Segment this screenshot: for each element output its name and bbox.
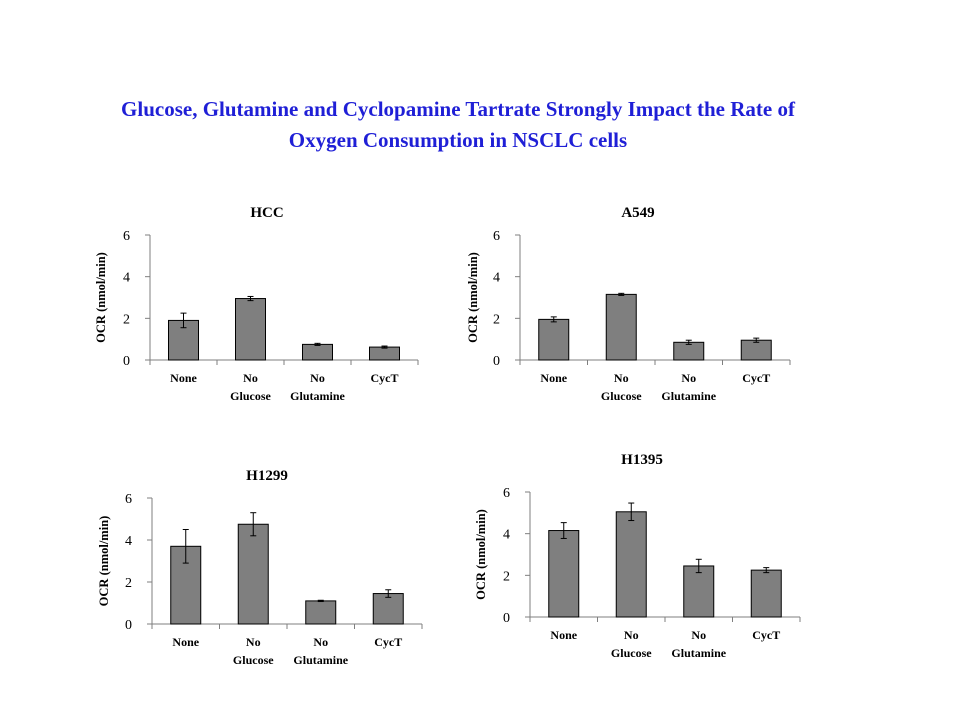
chart-title: H1299 <box>246 468 288 484</box>
x-tick-label: Glutamine <box>661 389 716 403</box>
error-bar <box>618 292 625 296</box>
y-tick-label: 0 <box>503 611 510 626</box>
chart-h1299: H1299 OCR (nmol/min) 0 2 4 6 None No Glucose No Gl… <box>97 468 423 667</box>
x-tick-label: Glutamine <box>290 389 345 403</box>
y-tick-label: 0 <box>493 354 500 369</box>
error-bar <box>695 558 702 574</box>
error-bar <box>317 599 324 603</box>
x-tick-label: CycT <box>742 371 770 385</box>
y-tick-label: 0 <box>123 354 130 369</box>
chart-title: H1395 <box>621 452 663 468</box>
x-tick-label: No <box>614 371 629 385</box>
x-tick-label: None <box>540 371 567 385</box>
x-tick-label: None <box>550 628 577 642</box>
x-tick-label: CycT <box>371 371 399 385</box>
x-tick-label: No <box>246 635 261 649</box>
error-bar <box>385 589 392 598</box>
bar <box>302 343 333 361</box>
bar <box>673 341 705 361</box>
y-tick-label: 6 <box>493 229 500 244</box>
chart-hcc: HCC OCR (nmol/min) 0 2 4 6 None No Glucose No Glut… <box>94 205 419 403</box>
main-title-line-1: Glucose, Glutamine and Cyclopamine Tartr… <box>121 97 795 121</box>
bar <box>538 318 570 361</box>
x-tick-label: Glucose <box>601 389 642 403</box>
y-tick-label: 4 <box>503 528 510 543</box>
bar <box>615 511 647 618</box>
main-title: Glucose, Glutamine and Cyclopamine Tartr… <box>0 94 916 156</box>
x-tick-label: Glutamine <box>671 646 726 660</box>
bar <box>740 339 772 361</box>
bar <box>372 593 404 625</box>
x-tick-label: None <box>170 371 197 385</box>
error-bar <box>314 342 321 346</box>
y-tick-label: 2 <box>503 569 510 584</box>
bar <box>369 346 400 361</box>
error-bar <box>247 295 254 302</box>
main-title-line-2: Oxygen Consumption in NSCLC cells <box>288 128 628 152</box>
y-tick-label: 2 <box>493 312 500 327</box>
bar <box>235 298 266 361</box>
y-axis-label: OCR (nmol/min) <box>474 509 488 600</box>
x-tick-label: Glucose <box>611 646 652 660</box>
y-tick-label: 2 <box>125 576 132 591</box>
chart-a549: A549 OCR (nmol/min) 0 2 4 6 None No Glucose No Glu… <box>466 205 791 403</box>
chart-h1395: H1395 OCR (nmol/min) 0 2 4 6 None No Glucose No Gl… <box>474 452 801 660</box>
y-tick-label: 6 <box>503 486 510 501</box>
error-bar <box>182 529 189 564</box>
x-tick-label: No <box>243 371 258 385</box>
y-axis-label: OCR (nmol/min) <box>97 516 111 607</box>
y-tick-label: 6 <box>123 229 130 244</box>
y-tick-label: 4 <box>125 534 132 549</box>
chart-title: HCC <box>250 205 283 221</box>
x-tick-label: Glutamine <box>293 653 348 667</box>
error-bar <box>560 522 567 539</box>
x-tick-label: None <box>172 635 199 649</box>
x-tick-label: No <box>681 371 696 385</box>
x-tick-label: Glucose <box>233 653 274 667</box>
x-tick-label: CycT <box>752 628 780 642</box>
error-bar <box>250 512 257 537</box>
y-axis-label: OCR (nmol/min) <box>466 252 480 343</box>
bar <box>750 569 782 618</box>
error-bar <box>763 567 770 574</box>
x-tick-label: No <box>313 635 328 649</box>
error-bar <box>381 345 388 349</box>
y-tick-label: 2 <box>123 312 130 327</box>
error-bar <box>550 316 557 323</box>
x-tick-label: No <box>691 628 706 642</box>
y-axis-label: OCR (nmol/min) <box>94 252 108 343</box>
y-tick-label: 4 <box>493 271 500 286</box>
error-bar <box>180 312 187 329</box>
chart-title: A549 <box>621 205 654 221</box>
bar <box>605 293 637 361</box>
x-tick-label: No <box>624 628 639 642</box>
x-tick-label: No <box>310 371 325 385</box>
y-tick-label: 4 <box>123 271 130 286</box>
error-bar <box>628 502 635 522</box>
error-bar <box>753 337 760 343</box>
y-tick-label: 0 <box>125 618 132 633</box>
x-tick-label: Glucose <box>230 389 271 403</box>
error-bar <box>685 339 692 345</box>
x-tick-label: CycT <box>374 635 402 649</box>
bar <box>237 523 269 625</box>
y-tick-label: 6 <box>125 492 132 507</box>
bar <box>548 530 580 618</box>
bar <box>683 565 715 618</box>
bar <box>305 600 337 625</box>
